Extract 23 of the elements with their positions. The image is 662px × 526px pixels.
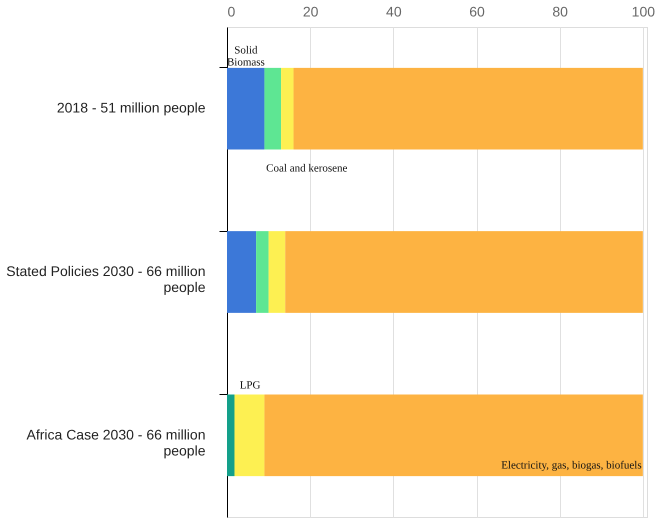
x-tick-label: 0 bbox=[228, 4, 236, 20]
bar bbox=[285, 231, 643, 313]
x-tick-label: 80 bbox=[552, 4, 568, 20]
bar bbox=[264, 68, 282, 150]
x-tick-label: 40 bbox=[386, 4, 402, 20]
bar bbox=[227, 68, 264, 150]
y-tick-label: 2018 - 51 million people bbox=[56, 100, 206, 116]
bar bbox=[227, 394, 234, 476]
annotation: LPG bbox=[240, 379, 261, 392]
bar bbox=[264, 394, 643, 476]
bar bbox=[256, 231, 269, 313]
x-tick-label: 60 bbox=[469, 4, 485, 20]
x-tick-label: 100 bbox=[632, 4, 656, 20]
x-tick-label: 20 bbox=[302, 4, 319, 20]
y-tick-label: Stated Policies 2030 - 66 million people bbox=[6, 263, 206, 295]
y-tick-label: Africa Case 2030 - 66 million people bbox=[26, 426, 206, 458]
bar bbox=[227, 231, 256, 313]
bar bbox=[294, 68, 643, 150]
bar bbox=[281, 68, 294, 150]
annotation: Coal and kerosene bbox=[266, 162, 348, 175]
annotation: Electricity, gas, biogas, biofuels bbox=[501, 459, 642, 472]
bar bbox=[234, 394, 264, 476]
bar bbox=[268, 231, 286, 313]
